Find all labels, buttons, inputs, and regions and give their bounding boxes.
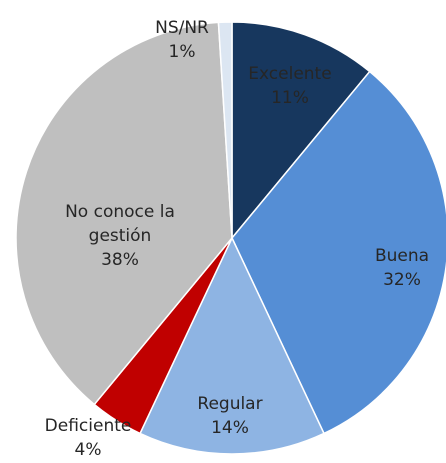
slice-label: Excelente: [248, 64, 331, 84]
label-line: No conoce la: [65, 202, 175, 222]
label-line: Regular: [197, 394, 262, 414]
value-label: 38%: [101, 250, 139, 270]
label-line: gestión: [89, 226, 152, 246]
pie-slice: [217, 21, 233, 239]
value-label: 11%: [271, 88, 309, 108]
pie-slice: [139, 236, 325, 455]
slice-label: NS/NR: [155, 18, 209, 38]
value-label: 4%: [75, 440, 102, 460]
slice-label: No conoce la gestión: [65, 202, 175, 246]
label-line: NS/NR: [155, 18, 209, 38]
label-line: Excelente: [248, 64, 331, 84]
pie-slice: [231, 70, 446, 435]
slice-label: Deficiente: [45, 416, 132, 436]
value-label: 32%: [383, 270, 421, 290]
value-label: 1%: [169, 42, 196, 62]
value-label: 14%: [211, 418, 249, 438]
slice-label: Regular: [197, 394, 262, 414]
label-line: Buena: [375, 246, 429, 266]
pie-slice: [231, 21, 371, 241]
slice-label: Buena: [375, 246, 429, 266]
label-line: Deficiente: [45, 416, 132, 436]
pie-slice: [15, 21, 233, 406]
